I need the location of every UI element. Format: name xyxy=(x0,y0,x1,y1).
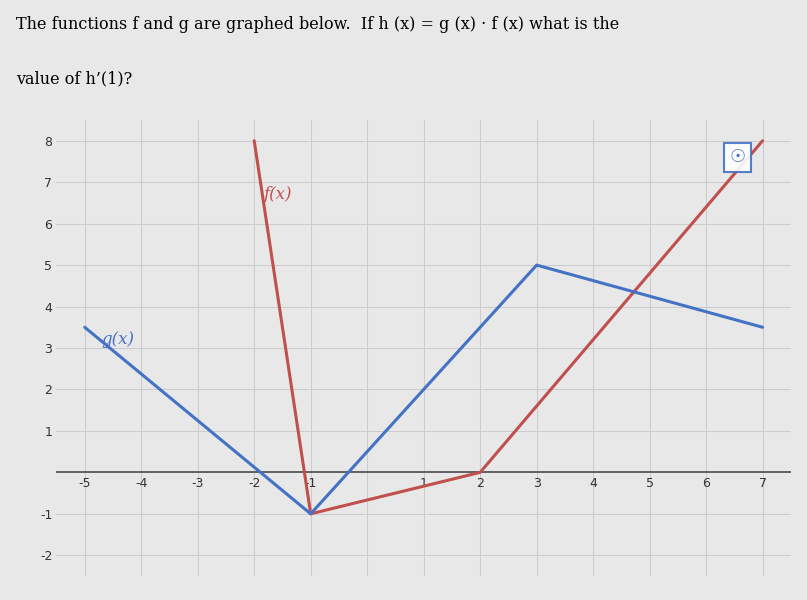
Text: The functions f and g are graphed below.  If h (x) = g (x) · f (x) what is the: The functions f and g are graphed below.… xyxy=(16,16,620,33)
Text: value of h’(1)?: value of h’(1)? xyxy=(16,70,132,87)
Text: f(x): f(x) xyxy=(263,186,291,203)
Text: ☉: ☉ xyxy=(730,148,745,166)
Text: g(x): g(x) xyxy=(102,331,135,348)
